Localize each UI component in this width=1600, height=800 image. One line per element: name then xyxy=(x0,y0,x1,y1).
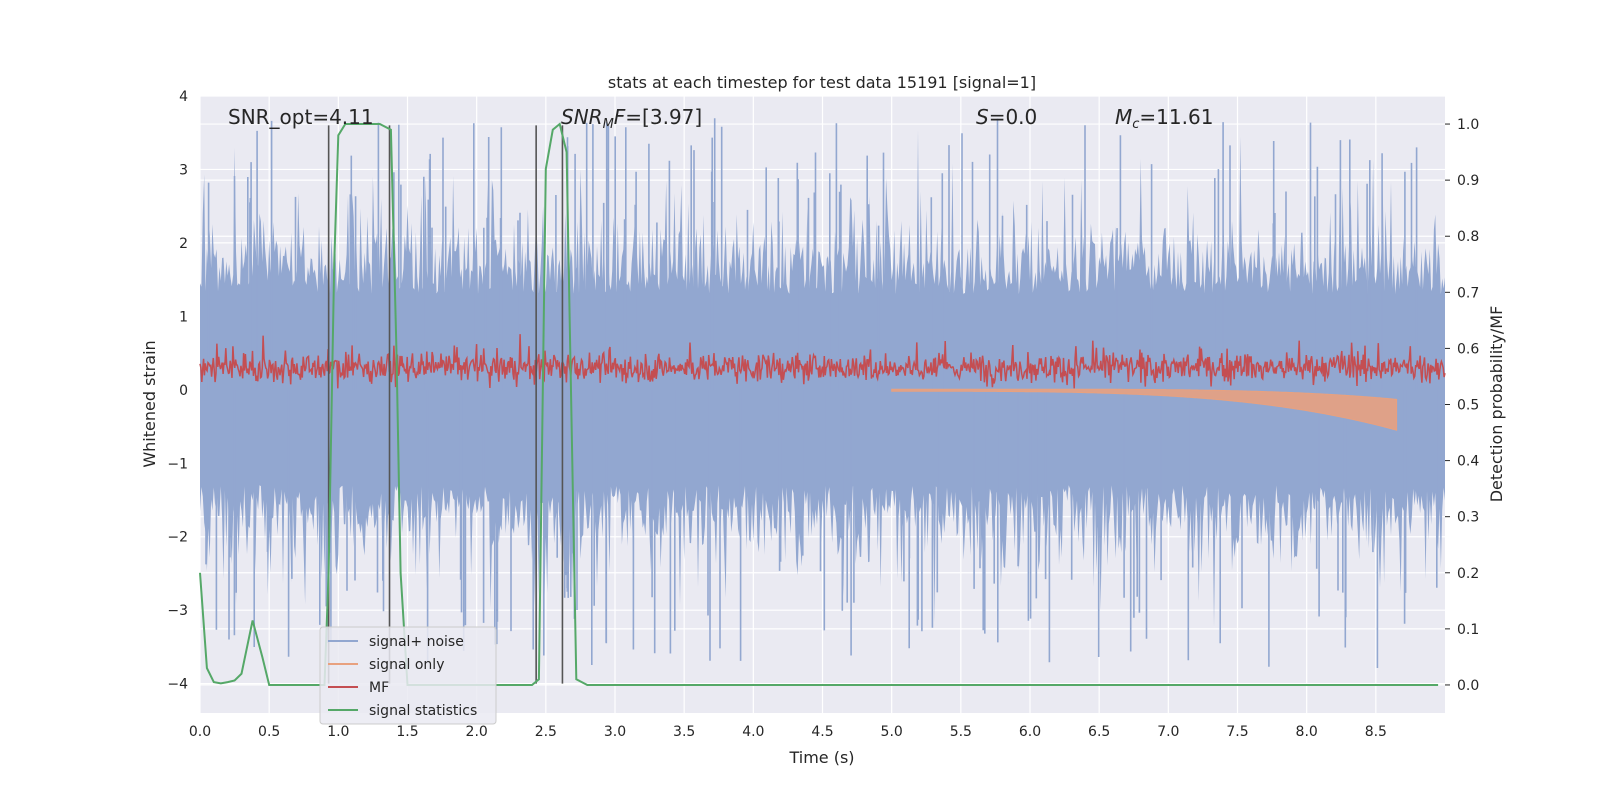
x-axis-label: Time (s) xyxy=(788,748,854,767)
snr-mf-annotation: SNRMF=[3.97] xyxy=(561,105,702,132)
y-tick-label: 4 xyxy=(179,89,188,105)
x-tick-label: 0.5 xyxy=(258,724,280,740)
x-tick-label: 1.5 xyxy=(396,724,418,740)
x-tick-label: 3.5 xyxy=(673,724,695,740)
y-tick-label: −1 xyxy=(167,456,188,472)
s-annotation: S=0.0 xyxy=(976,105,1037,129)
y-tick-label: −2 xyxy=(167,530,188,546)
snr-opt-annotation: SNR_opt=4.11 xyxy=(228,105,374,129)
y-tick-label: 0 xyxy=(179,383,188,399)
legend-box xyxy=(319,626,497,725)
signal-noise-spikes xyxy=(205,118,1438,668)
right-y-tick-label: 0.5 xyxy=(1457,398,1479,414)
right-y-tick-label: 0.6 xyxy=(1457,341,1479,357)
right-y-tick-label: 0.9 xyxy=(1457,173,1479,189)
x-tick-label: 1.0 xyxy=(327,724,349,740)
legend-label-signal-noise: signal+ noise xyxy=(369,634,464,650)
right-y-tick-label: 1.0 xyxy=(1457,117,1479,133)
x-tick-label: 2.0 xyxy=(466,724,488,740)
right-y-tick-label: 0.1 xyxy=(1457,622,1479,638)
right-y-tick-label: 0.3 xyxy=(1457,510,1479,526)
x-tick-label: 2.5 xyxy=(535,724,557,740)
x-tick-label: 8.0 xyxy=(1296,724,1318,740)
x-tick-label: 8.5 xyxy=(1365,724,1387,740)
signal-statistics-series xyxy=(199,122,1439,686)
x-tick-label: 5.0 xyxy=(881,724,903,740)
right-y-tick-labels: 1.0 0.9 0.8 0.7 0.6 0.5 0.4 0.3 0.2 0.1 0.0 xyxy=(1445,117,1479,694)
legend-label-signal-statistics: signal statistics xyxy=(369,703,477,719)
y-tick-label: −4 xyxy=(167,677,188,693)
signal-only-series xyxy=(891,388,1398,431)
x-tick-label: 6.5 xyxy=(1088,724,1110,740)
x-tick-label: 5.5 xyxy=(950,724,972,740)
mc-annotation: Mc=11.61 xyxy=(1115,105,1213,132)
x-tick-labels: 0.0 0.5 1.0 1.5 2.0 2.5 3.0 3.5 4.0 4.5 5.0 5.5 6.0 6… xyxy=(189,724,1387,740)
y-tick-label: 1 xyxy=(179,309,188,325)
y-tick-label: 2 xyxy=(179,236,188,252)
y-axis-label: Whitened strain xyxy=(140,340,159,467)
x-tick-label: 4.5 xyxy=(811,724,833,740)
x-tick-label: 7.0 xyxy=(1157,724,1179,740)
y-tick-label: −3 xyxy=(167,603,188,619)
legend: signal+ noise signal only MF signal stat… xyxy=(319,626,497,725)
x-tick-label: 6.0 xyxy=(1019,724,1041,740)
right-y-tick-label: 0.4 xyxy=(1457,454,1479,470)
chart-title: stats at each timestep for test data 151… xyxy=(608,73,1036,92)
right-y-axis-label: Detection probability/MF xyxy=(1487,306,1506,503)
y-tick-label: 3 xyxy=(179,162,188,178)
x-tick-label: 0.0 xyxy=(189,724,211,740)
x-tick-label: 3.0 xyxy=(604,724,626,740)
right-y-tick-label: 0.0 xyxy=(1457,678,1479,694)
x-tick-label: 4.0 xyxy=(742,724,764,740)
right-y-tick-label: 0.2 xyxy=(1457,566,1479,582)
right-y-tick-label: 0.7 xyxy=(1457,285,1479,301)
mf-series xyxy=(199,334,1446,389)
y-tick-labels: 4 3 2 1 0 −1 −2 −3 −4 xyxy=(167,89,188,693)
x-tick-label: 7.5 xyxy=(1226,724,1248,740)
legend-label-mf: MF xyxy=(369,680,389,696)
legend-label-signal-only: signal only xyxy=(369,657,444,673)
right-y-tick-label: 0.8 xyxy=(1457,229,1479,245)
